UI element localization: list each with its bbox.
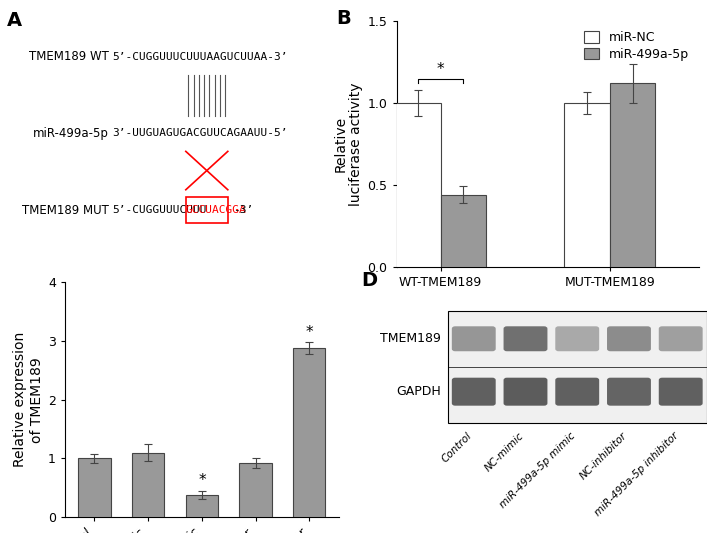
FancyBboxPatch shape xyxy=(555,326,599,351)
Text: Control: Control xyxy=(440,430,474,464)
FancyBboxPatch shape xyxy=(607,326,651,351)
Text: miR-499a-5p inhibitor: miR-499a-5p inhibitor xyxy=(593,430,681,518)
Text: TMEM189 MUT: TMEM189 MUT xyxy=(22,204,109,217)
Text: NC-inhibitor: NC-inhibitor xyxy=(578,430,629,481)
Text: 3’-UUGUAGUGACGUUCAGAAUU-5’: 3’-UUGUAGUGACGUUCAGAAUU-5’ xyxy=(112,128,288,139)
FancyBboxPatch shape xyxy=(555,378,599,406)
Bar xyxy=(132,453,164,517)
Text: miR-499a-5p mimic: miR-499a-5p mimic xyxy=(498,430,578,510)
Bar xyxy=(79,458,110,517)
Text: *: * xyxy=(198,473,205,488)
Text: GCCUACGGA: GCCUACGGA xyxy=(186,205,247,215)
Bar xyxy=(441,195,486,266)
Bar xyxy=(610,84,655,266)
FancyBboxPatch shape xyxy=(503,378,547,406)
Text: GAPDH: GAPDH xyxy=(397,385,441,398)
Bar xyxy=(239,463,272,517)
Text: TMEM189: TMEM189 xyxy=(381,332,441,345)
Text: -3’: -3’ xyxy=(233,205,253,215)
Bar xyxy=(565,103,610,266)
Text: B: B xyxy=(336,9,350,28)
Bar xyxy=(448,311,707,423)
Text: miR-499a-5p: miR-499a-5p xyxy=(33,127,109,140)
Bar xyxy=(186,495,218,517)
FancyBboxPatch shape xyxy=(452,378,496,406)
Text: 5’-CUGGUUUCUUU: 5’-CUGGUUUCUUU xyxy=(112,205,207,215)
FancyBboxPatch shape xyxy=(607,378,651,406)
Text: 5’-CUGGUUUCUUUAAGUCUUAA-3’: 5’-CUGGUUUCUUUAAGUCUUAA-3’ xyxy=(112,52,288,62)
FancyBboxPatch shape xyxy=(659,378,703,406)
FancyBboxPatch shape xyxy=(659,326,703,351)
Bar xyxy=(186,197,228,223)
Text: A: A xyxy=(7,11,22,30)
FancyBboxPatch shape xyxy=(452,326,496,351)
Text: TMEM189 WT: TMEM189 WT xyxy=(29,50,109,63)
FancyBboxPatch shape xyxy=(503,326,547,351)
Text: D: D xyxy=(362,271,378,290)
Legend: miR-NC, miR-499a-5p: miR-NC, miR-499a-5p xyxy=(580,28,693,65)
Bar xyxy=(395,103,441,266)
Y-axis label: Relative expression
of TMEM189: Relative expression of TMEM189 xyxy=(14,332,44,467)
Y-axis label: Relative
luciferase activity: Relative luciferase activity xyxy=(333,82,363,206)
Text: *: * xyxy=(306,325,313,340)
Bar xyxy=(293,348,325,517)
Text: NC-mimic: NC-mimic xyxy=(483,430,526,473)
Text: *: * xyxy=(437,62,444,77)
